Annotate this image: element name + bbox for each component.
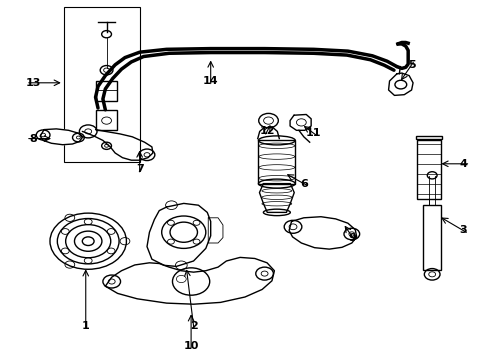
- Text: 6: 6: [300, 179, 308, 189]
- Text: 7: 7: [136, 164, 144, 174]
- Text: 4: 4: [459, 159, 467, 169]
- Polygon shape: [147, 203, 211, 266]
- Text: 1: 1: [82, 321, 90, 331]
- Text: 9: 9: [349, 233, 357, 243]
- Text: 5: 5: [408, 60, 416, 70]
- Polygon shape: [289, 217, 357, 249]
- Polygon shape: [389, 73, 413, 95]
- Circle shape: [50, 213, 126, 269]
- Bar: [416, 136, 442, 139]
- Text: 13: 13: [25, 78, 41, 88]
- Polygon shape: [105, 257, 274, 304]
- Text: 12: 12: [259, 126, 275, 136]
- Text: 10: 10: [183, 341, 199, 351]
- Text: 11: 11: [306, 128, 321, 138]
- Bar: [64, 7, 140, 162]
- Bar: [417, 139, 441, 199]
- Bar: [259, 140, 295, 184]
- Polygon shape: [290, 114, 311, 130]
- Bar: [96, 110, 118, 130]
- Text: 3: 3: [459, 225, 467, 235]
- Text: 14: 14: [203, 76, 219, 86]
- Bar: [423, 205, 441, 270]
- Text: 2: 2: [190, 321, 197, 331]
- Polygon shape: [208, 218, 223, 243]
- Polygon shape: [40, 129, 82, 145]
- Bar: [96, 81, 118, 101]
- Text: 8: 8: [29, 134, 37, 144]
- Polygon shape: [260, 184, 294, 212]
